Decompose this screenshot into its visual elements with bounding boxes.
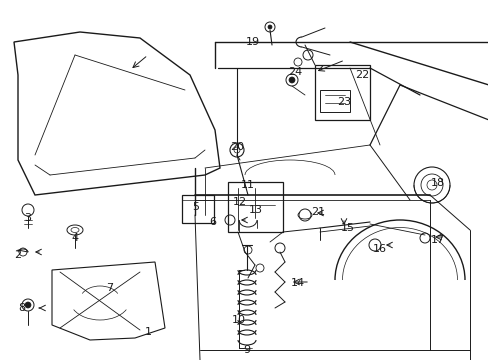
Bar bbox=[227, 182, 283, 232]
Bar bbox=[319, 90, 349, 112]
Text: 11: 11 bbox=[241, 180, 254, 190]
Text: 16: 16 bbox=[372, 244, 386, 254]
Bar bbox=[182, 195, 214, 223]
Text: 1: 1 bbox=[144, 327, 151, 337]
Text: 3: 3 bbox=[24, 213, 31, 223]
Text: 14: 14 bbox=[290, 278, 305, 288]
Text: 5: 5 bbox=[192, 202, 199, 212]
Text: 20: 20 bbox=[229, 142, 244, 152]
Text: 22: 22 bbox=[354, 70, 368, 80]
Text: 23: 23 bbox=[336, 97, 350, 107]
Circle shape bbox=[267, 25, 271, 29]
Text: 24: 24 bbox=[287, 67, 302, 77]
Text: 21: 21 bbox=[310, 207, 325, 217]
Text: 10: 10 bbox=[231, 315, 245, 325]
Circle shape bbox=[288, 77, 294, 83]
Text: 2: 2 bbox=[15, 250, 21, 260]
Text: 19: 19 bbox=[245, 37, 260, 47]
Text: 8: 8 bbox=[19, 303, 25, 313]
Text: 9: 9 bbox=[243, 345, 250, 355]
Text: 7: 7 bbox=[106, 283, 113, 293]
Text: 18: 18 bbox=[430, 178, 444, 188]
Text: 6: 6 bbox=[209, 217, 216, 227]
Circle shape bbox=[426, 180, 436, 190]
Circle shape bbox=[25, 302, 31, 308]
Text: 15: 15 bbox=[340, 223, 354, 233]
Text: 4: 4 bbox=[71, 233, 79, 243]
Text: 17: 17 bbox=[430, 235, 444, 245]
Text: 13: 13 bbox=[248, 205, 263, 215]
Text: 12: 12 bbox=[232, 197, 246, 207]
Bar bbox=[314, 65, 369, 120]
